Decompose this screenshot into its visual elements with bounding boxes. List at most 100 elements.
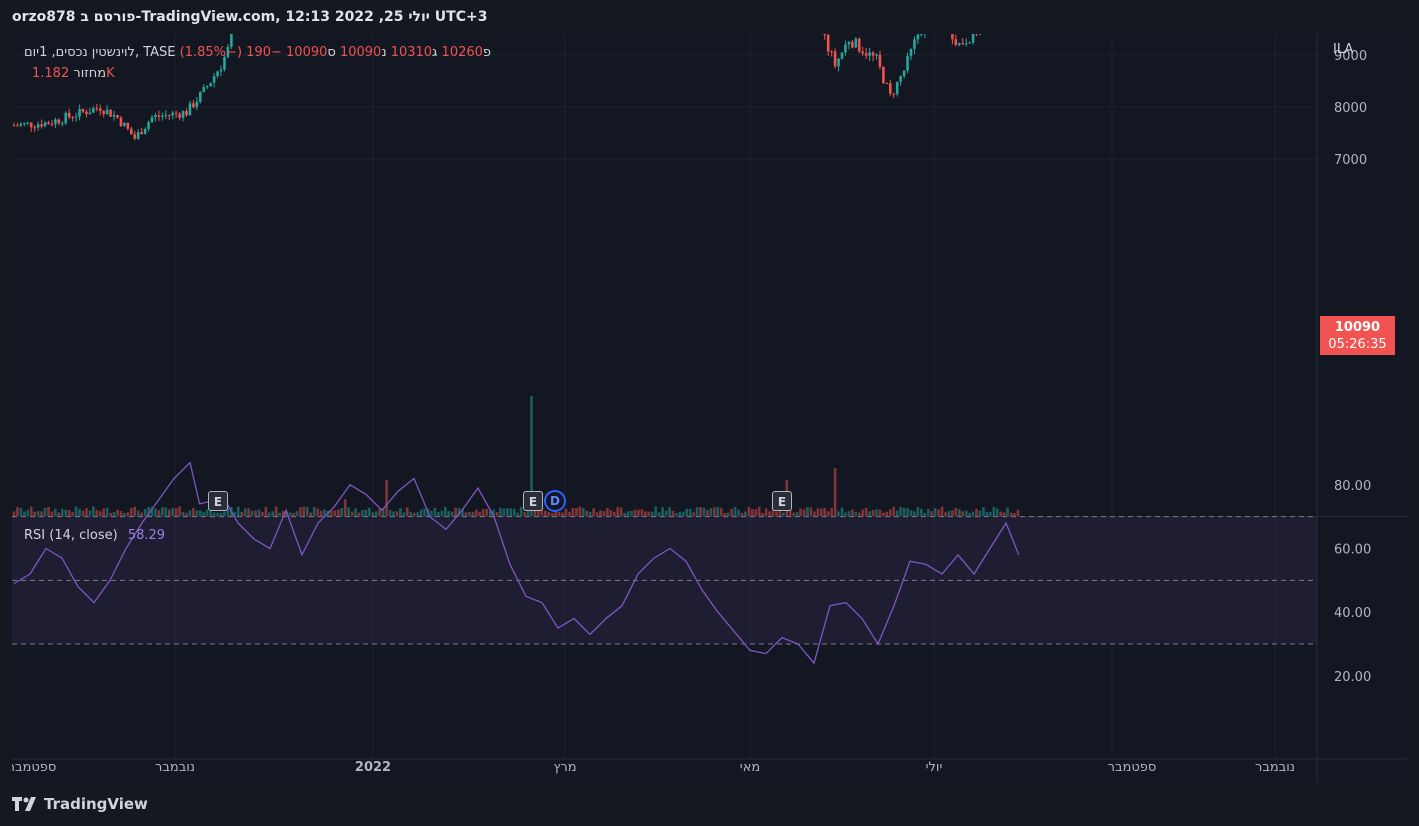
volume-bar <box>857 512 861 516</box>
ohlc-legend: לוינשטין נכסים, 1יום, TASE פ10260 ג10310… <box>24 45 491 60</box>
volume-bar <box>519 506 523 516</box>
volume-bar <box>119 511 123 516</box>
volume-bar <box>833 468 837 516</box>
candle-body <box>854 38 858 48</box>
volume-bar <box>637 509 640 516</box>
volume-bar <box>719 507 723 516</box>
candle-body <box>126 122 130 129</box>
volume-bar <box>506 508 509 516</box>
last-price: 10090 <box>1334 320 1381 335</box>
volume-bar <box>985 511 989 516</box>
candle-body <box>50 124 54 126</box>
earnings-marker[interactable]: E <box>772 491 792 511</box>
volume-bar <box>964 510 968 516</box>
volume-bar <box>771 506 775 516</box>
volume-bar <box>523 512 526 516</box>
volume-bar <box>647 511 651 516</box>
volume-bar <box>178 506 181 516</box>
chart-frame[interactable]: 7000800090001000011000120001300014000150… <box>12 34 1407 782</box>
volume-bar <box>509 508 513 516</box>
volume-bar <box>920 508 923 516</box>
tradingview-logo[interactable]: TradingView <box>12 795 148 813</box>
volume-bar <box>305 506 309 516</box>
volume-bar <box>668 507 671 516</box>
dividend-marker[interactable]: D <box>544 490 566 512</box>
volume-bar <box>98 511 102 516</box>
volume-bar <box>661 507 664 516</box>
volume-bar <box>50 511 54 516</box>
volume-bar <box>958 509 961 516</box>
time-tick-label: נובמבר <box>155 760 195 775</box>
volume-bar <box>737 509 740 516</box>
candle-body <box>43 122 47 127</box>
volume-bar <box>402 512 406 516</box>
volume-bar <box>595 512 599 516</box>
volume-bar <box>609 510 613 516</box>
volume-bar <box>799 508 802 516</box>
time-tick-label: מרץ <box>553 760 576 775</box>
currency-label: ILA <box>1333 42 1354 57</box>
volume-bar <box>713 507 716 516</box>
volume-bar <box>492 509 495 516</box>
volume-bar <box>171 507 174 516</box>
volume-bar <box>250 510 254 516</box>
volume-bar <box>844 512 847 516</box>
volume-bar <box>16 507 19 516</box>
volume-bar <box>554 510 557 516</box>
candle-body <box>19 123 23 126</box>
candle-body <box>171 112 174 116</box>
candle-body <box>875 54 878 56</box>
high-value: 10310 <box>390 45 433 60</box>
candle-body <box>968 42 971 44</box>
volume-bar <box>185 512 188 516</box>
volume-bar <box>374 511 378 516</box>
candle-body <box>964 43 968 45</box>
volume-bar <box>440 510 444 516</box>
candle-body <box>916 34 920 40</box>
earnings-marker[interactable]: E <box>523 491 543 511</box>
volume-bar <box>568 511 571 516</box>
volume-bar <box>782 512 785 516</box>
volume-bar <box>885 511 889 516</box>
volume-bar <box>271 511 275 516</box>
volume-bar <box>392 511 395 516</box>
time-tick-label: מאי <box>740 760 760 775</box>
volume-bar <box>895 510 899 516</box>
candle-body <box>78 108 81 117</box>
volume-bar <box>744 511 747 516</box>
candle-body <box>840 52 844 59</box>
volume-bar <box>423 508 426 516</box>
volume-bar <box>623 512 626 516</box>
volume-bar <box>937 509 940 516</box>
volume-bar <box>616 506 620 516</box>
volume-bar <box>947 511 951 516</box>
candle-body <box>219 69 223 72</box>
volume-bar <box>478 511 482 516</box>
volume-bar <box>809 507 813 516</box>
volume-bar <box>892 506 896 516</box>
volume-bar <box>78 508 81 516</box>
candle-body <box>826 35 830 52</box>
volume-bar <box>726 512 730 516</box>
volume-bar <box>547 511 551 516</box>
candle-body <box>174 112 178 114</box>
candle-body <box>140 132 143 135</box>
volume-bar <box>85 508 88 516</box>
candle-body <box>857 38 861 52</box>
volume-bar <box>54 508 57 516</box>
volume-bar <box>337 509 340 516</box>
volume-bar <box>133 506 137 516</box>
volume-bar <box>678 512 682 516</box>
volume-bar <box>357 512 361 516</box>
volume-bar <box>823 507 827 516</box>
volume-bar <box>288 512 292 516</box>
price-chart[interactable]: 7000800090001000011000120001300014000150… <box>12 34 1407 782</box>
candle-body <box>130 128 133 135</box>
volume-bar <box>502 508 506 516</box>
bar-countdown: 05:26:35 <box>1328 337 1387 352</box>
rsi-tick-label: 40.00 <box>1334 606 1371 621</box>
volume-bar <box>930 511 933 516</box>
earnings-marker[interactable]: E <box>208 491 228 511</box>
volume-bar <box>854 511 858 516</box>
candle-body <box>109 109 112 117</box>
